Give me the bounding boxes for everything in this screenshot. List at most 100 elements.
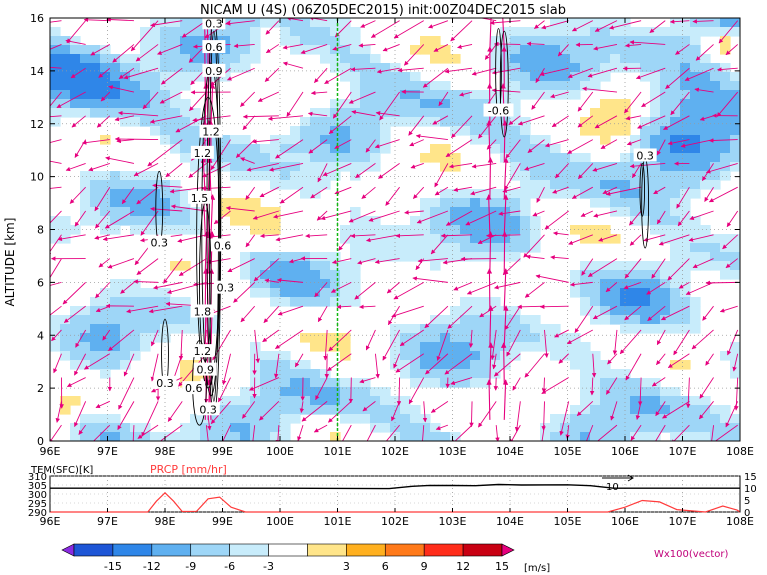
shade-cell [650,315,661,325]
shade-cell [580,126,591,136]
shade-cell [590,387,601,397]
shade-cell [420,333,431,343]
shade-cell [270,369,281,379]
shade-cell [570,27,581,37]
shade-cell [660,387,671,397]
wind-arrow [619,329,642,355]
shade-cell [580,288,591,298]
wind-arrow [489,20,521,26]
shade-cell [310,27,321,37]
wind-arrow [299,401,305,413]
shade-cell [620,423,631,433]
shade-cell [160,99,171,109]
wind-arrow [676,186,690,209]
shade-cell [320,180,331,190]
shade-cell [340,117,351,127]
shade-cell [610,126,621,136]
shade-cell [250,387,261,397]
shade-cell [690,243,701,253]
shade-cell [420,423,431,433]
wind-arrow [50,139,62,143]
shade-cell [650,423,661,433]
shade-cell [510,234,521,244]
shade-cell [510,144,521,154]
shade-cell [590,279,601,289]
shade-cell [530,72,541,82]
shade-cell [480,378,491,388]
shade-cell [640,297,651,307]
wind-arrow [334,186,352,195]
shade-cell [360,126,371,136]
shade-cell [180,45,191,55]
shade-cell [560,351,571,361]
wind-arrow [391,305,424,318]
wind-arrow [355,163,376,179]
shade-cell [450,198,461,208]
shade-cell [610,414,621,424]
wind-arrow [316,210,328,221]
shade-cell [210,324,221,334]
wind-arrow [126,305,159,314]
tem-tick-label: 305 [28,481,47,492]
shade-cell [540,45,551,55]
shade-cell [710,18,721,28]
wind-arrow [121,186,135,205]
wind-arrow [307,111,328,117]
shade-cell [680,99,691,109]
shade-cell [460,324,471,334]
wind-arrow [310,186,328,199]
shade-cell [320,378,331,388]
shade-cell [570,405,581,415]
shade-cell [340,342,351,352]
shade-cell [170,144,181,154]
shade-cell [220,27,231,37]
wind-arrow [242,114,279,119]
shade-cell [320,333,331,343]
wind-arrow [653,186,666,195]
shade-cell [160,27,171,37]
wind-arrow [459,91,473,97]
shade-cell [520,315,531,325]
shade-cell [370,216,381,226]
shade-cell [620,396,631,406]
shade-cell [560,54,571,64]
shade-cell [660,72,671,82]
wind-arrow [150,329,159,347]
wind-arrow [662,400,690,419]
shade-cell [490,243,501,253]
shade-cell [280,27,291,37]
shade-cell [460,207,471,217]
shade-cell [320,108,331,118]
shade-cell [110,54,121,64]
shade-cell [320,252,331,262]
shade-cell [360,90,371,100]
shade-cell [600,378,611,388]
wind-arrow [448,162,473,169]
shade-cell [440,54,451,64]
shade-cell [670,270,681,280]
shade-cell [170,306,181,316]
shade-cell [160,45,171,55]
shade-cell [700,396,711,406]
wind-arrow [711,425,714,441]
shade-cell [590,72,601,82]
shade-cell [520,54,531,64]
wind-arrow [235,139,256,158]
shade-cell [90,423,101,433]
shade-cell [640,63,651,73]
shade-cell [620,36,631,46]
shade-cell [660,225,671,235]
wind-arrow [486,139,497,150]
shade-cell [590,198,601,208]
wind-arrow [680,139,714,148]
shade-cell [420,117,431,127]
shade-cell [410,423,421,433]
shade-cell [330,45,341,55]
shade-cell [620,387,631,397]
wind-arrow [594,20,618,32]
wind-arrow [725,258,738,269]
shade-cell [400,333,411,343]
shade-cell [230,27,241,37]
shade-cell [690,396,701,406]
shade-cell [140,198,151,208]
